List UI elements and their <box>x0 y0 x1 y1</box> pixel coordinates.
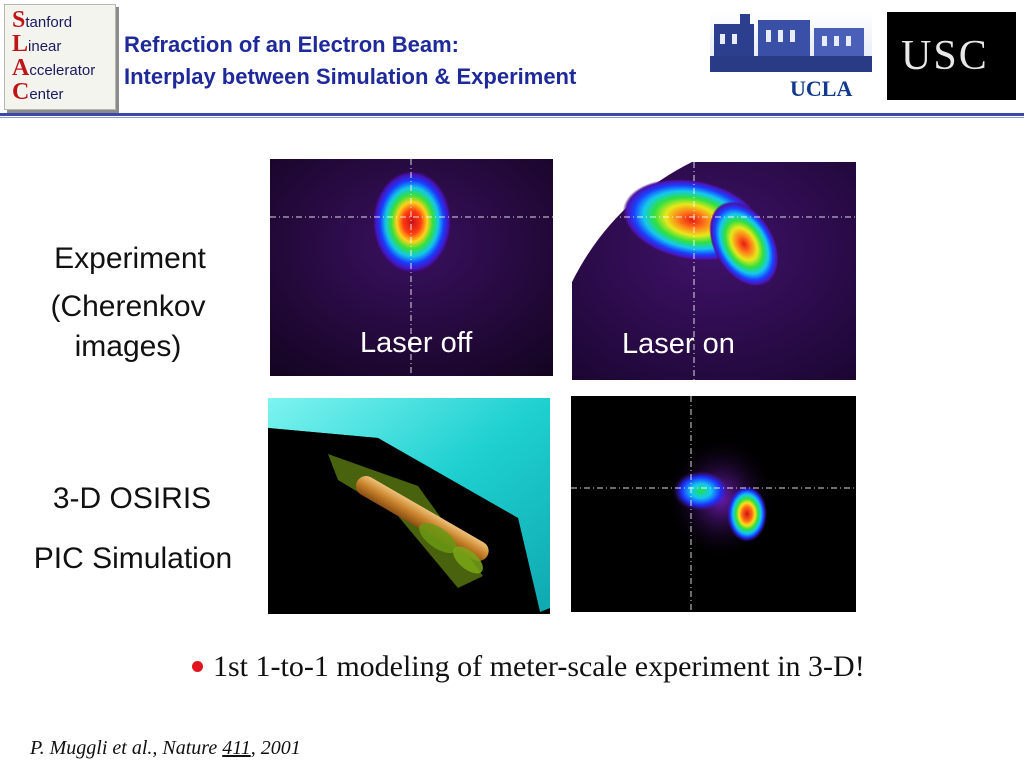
citation-suffix: , 2001 <box>250 737 301 759</box>
cherenkov-image-laser-on: Laser on <box>572 162 856 380</box>
bullet-text: 1st 1-to-1 modeling of meter-scale exper… <box>213 650 865 683</box>
slac-logo-line-2: Linear <box>12 31 62 57</box>
usc-logo: USC <box>887 12 1016 100</box>
slide-title-line-1: Refraction of an Electron Beam: <box>124 32 459 57</box>
bullet-dot-icon <box>192 660 203 672</box>
osiris-3d-render <box>268 398 550 614</box>
cherenkov-heatmap-laser-off <box>270 159 553 376</box>
simulation-label-line-1: 3-D OSIRIS <box>52 482 212 515</box>
experiment-label-line-2: (Cherenkov <box>50 290 206 323</box>
header-divider <box>0 113 1024 116</box>
header-divider-thin <box>0 117 1024 118</box>
simulation-heatmap <box>571 396 856 612</box>
ucla-building-image <box>710 12 872 72</box>
citation: P. Muggli et al., Nature 411, 2001 <box>30 737 301 760</box>
experiment-label-line-1: Experiment <box>54 242 206 275</box>
simulation-label-line-2: PIC Simulation <box>33 542 233 575</box>
laser-on-caption: Laser on <box>622 328 735 360</box>
osiris-3d-render-graphic <box>268 398 550 614</box>
experiment-label-line-3: images) <box>74 330 182 363</box>
laser-off-caption: Laser off <box>360 327 473 359</box>
slac-logo-line-4: Center <box>12 79 64 105</box>
slide-title-line-2: Interplay between Simulation & Experimen… <box>124 64 577 89</box>
bullet-point: 1st 1-to-1 modeling of meter-scale exper… <box>192 650 865 684</box>
simulation-heatmap-graphic <box>571 396 856 612</box>
slac-logo-line-3: Accelerator <box>12 55 96 81</box>
citation-volume: 411 <box>222 737 251 759</box>
cherenkov-image-laser-off: Laser off <box>270 159 553 376</box>
slac-logo-line-1: Stanford <box>12 7 73 33</box>
cherenkov-heatmap-laser-on <box>572 162 856 380</box>
usc-label: USC <box>901 33 989 79</box>
citation-prefix: P. Muggli et al., Nature <box>30 737 223 759</box>
ucla-label: UCLA <box>790 76 853 101</box>
slac-logo: Stanford Linear Accelerator Center <box>4 4 116 110</box>
ucla-logo: UCLA <box>710 12 872 102</box>
